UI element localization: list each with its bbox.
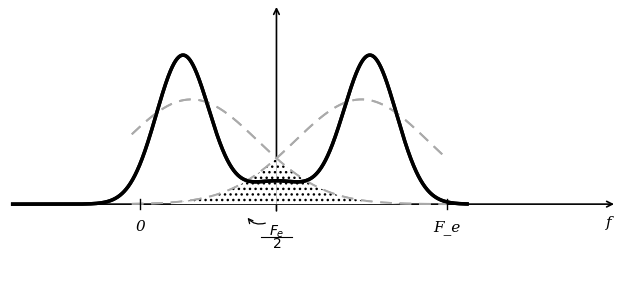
Text: $F_e$: $F_e$ — [269, 223, 284, 240]
Polygon shape — [171, 158, 276, 204]
Text: $2$: $2$ — [272, 238, 281, 251]
Text: f: f — [605, 216, 611, 230]
Polygon shape — [276, 158, 399, 204]
Text: F_e: F_e — [433, 220, 460, 235]
Text: 0: 0 — [135, 220, 145, 234]
